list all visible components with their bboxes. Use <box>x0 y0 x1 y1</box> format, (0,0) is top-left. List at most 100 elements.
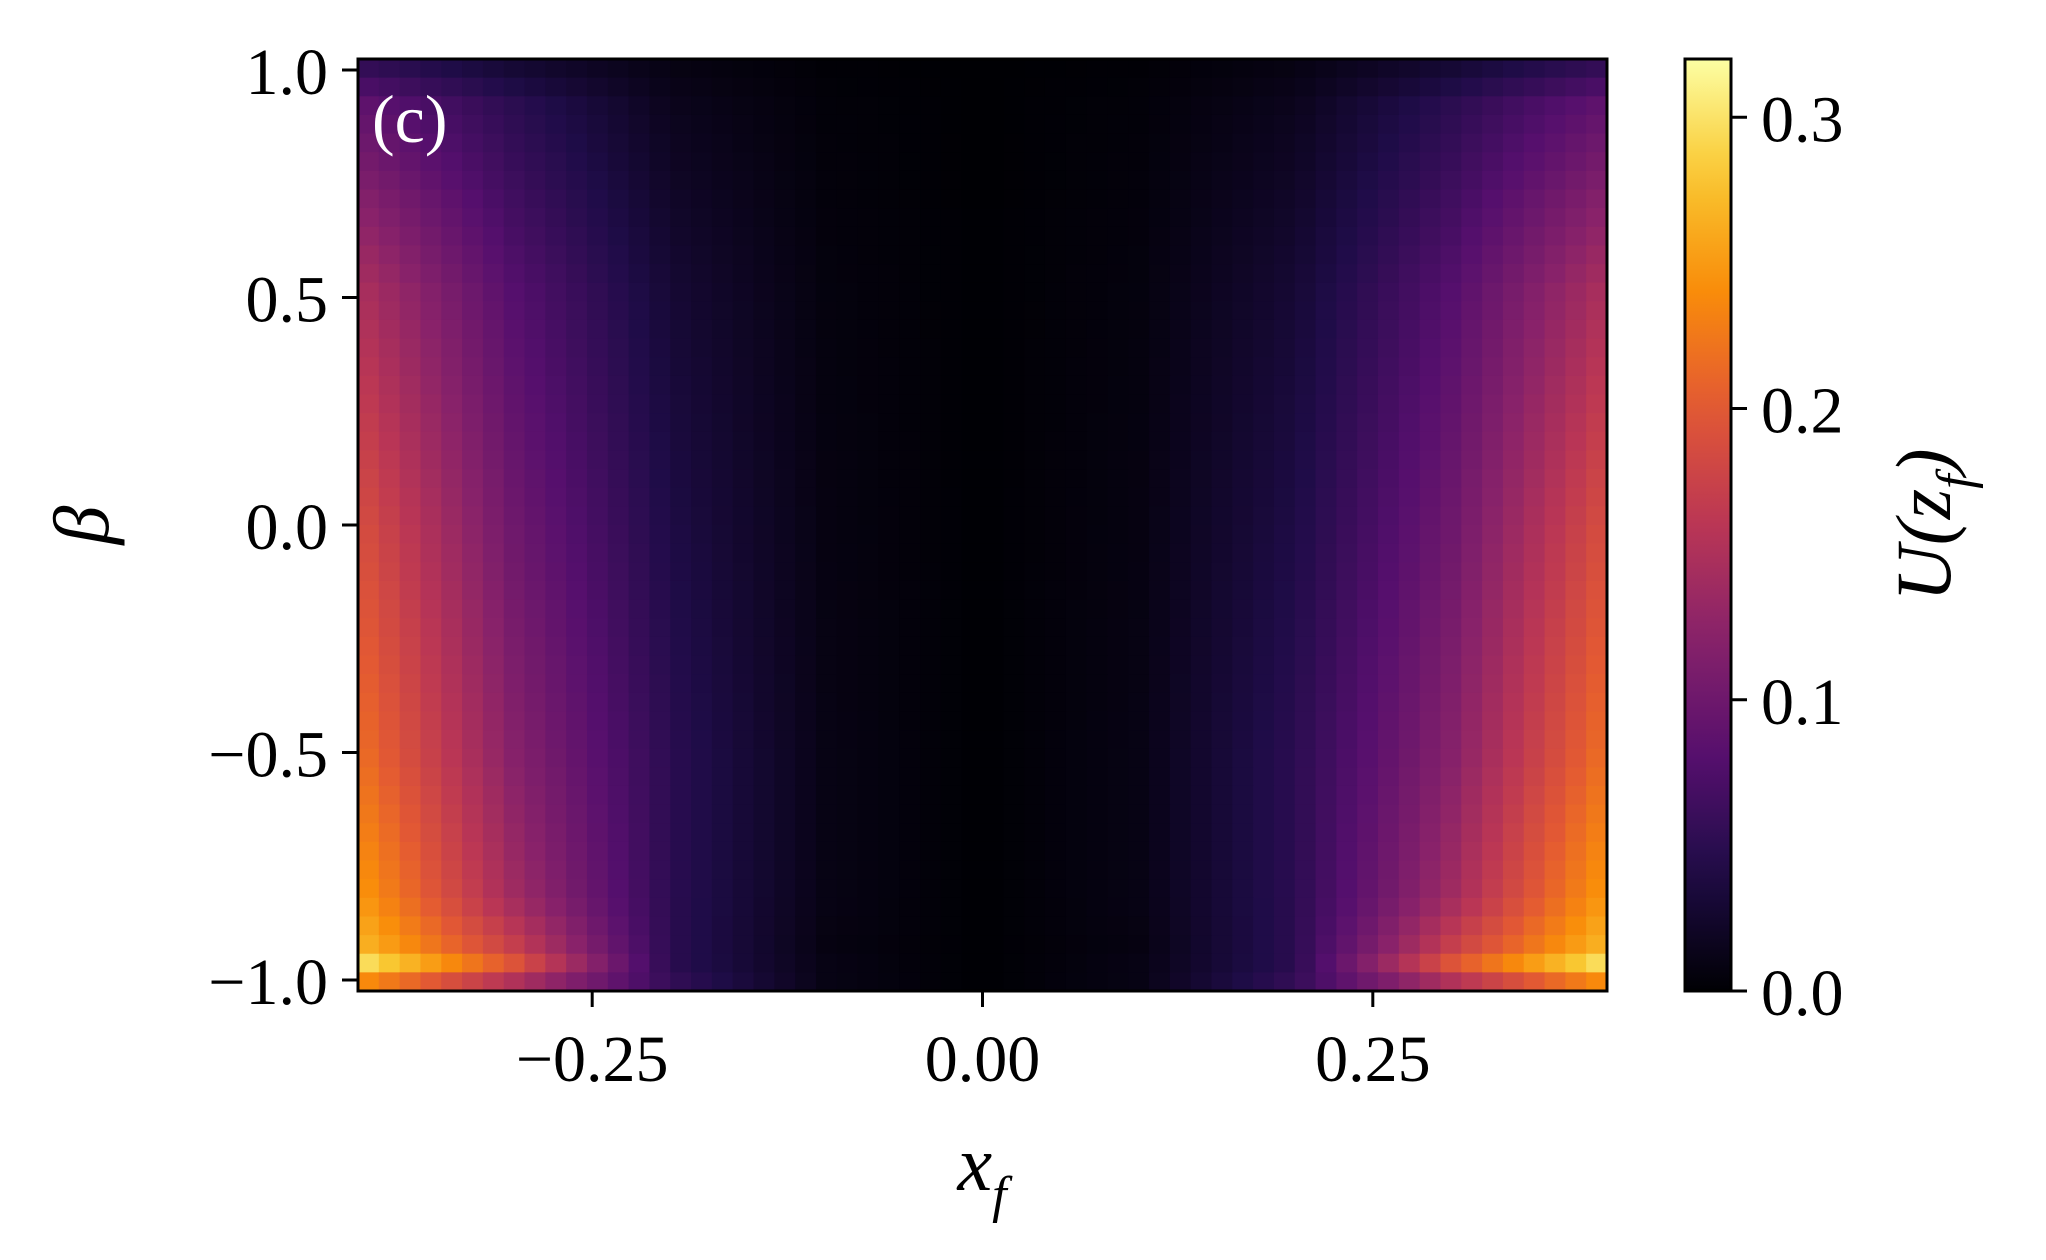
heatmap-cell <box>1190 487 1213 507</box>
heatmap-cell <box>1440 525 1462 545</box>
heatmap-cell <box>732 730 755 750</box>
heatmap-cell <box>420 487 442 507</box>
heatmap-cell <box>607 525 630 545</box>
heatmap-cell <box>1065 860 1088 880</box>
heatmap-cell <box>1232 692 1254 712</box>
heatmap-cell <box>1294 96 1317 116</box>
heatmap-cell <box>1232 226 1254 246</box>
heatmap-cell <box>1149 580 1171 601</box>
heatmap-cell <box>815 916 838 936</box>
heatmap-cell <box>753 599 775 619</box>
heatmap-cell <box>961 77 984 97</box>
heatmap-cell <box>899 785 921 806</box>
heatmap-cell <box>691 506 713 526</box>
heatmap-cell <box>1149 655 1171 675</box>
heatmap-cell <box>545 487 567 507</box>
heatmap-cell <box>1003 525 1025 545</box>
heatmap-cell <box>441 450 463 470</box>
heatmap-cell <box>1378 357 1400 377</box>
heatmap-cell <box>566 897 588 918</box>
heatmap-cell <box>566 636 588 657</box>
heatmap-cell <box>503 357 526 377</box>
heatmap-cell <box>815 562 838 582</box>
heatmap-cell <box>1190 860 1213 880</box>
heatmap-cell <box>441 841 463 862</box>
heatmap-cell <box>940 301 963 321</box>
heatmap-cell <box>1523 580 1546 601</box>
heatmap-cell <box>795 394 817 414</box>
heatmap-cell <box>1419 674 1442 694</box>
heatmap-cell <box>1253 189 1275 209</box>
heatmap-cell <box>482 245 505 265</box>
heatmap-cell <box>378 767 401 787</box>
heatmap-cell <box>795 506 817 526</box>
heatmap-cell <box>524 282 546 302</box>
heatmap-cell <box>1419 580 1442 601</box>
heatmap-cell <box>899 543 921 563</box>
heatmap-cell <box>795 711 817 731</box>
heatmap-cell <box>1482 841 1504 862</box>
heatmap-cell <box>482 674 505 694</box>
heatmap-cell <box>1398 525 1421 545</box>
heatmap-cell <box>753 431 775 452</box>
heatmap-cell <box>670 897 692 918</box>
heatmap-cell <box>940 879 963 899</box>
heatmap-cell <box>628 487 651 507</box>
heatmap-cell <box>670 748 692 768</box>
heatmap-cell <box>1565 152 1587 172</box>
heatmap-cell <box>1232 506 1254 526</box>
heatmap-cell <box>1169 469 1192 489</box>
heatmap-cell <box>1544 730 1566 750</box>
heatmap-cell <box>607 841 630 862</box>
heatmap-cell <box>1169 674 1192 694</box>
heatmap-cell <box>1586 879 1608 899</box>
heatmap-cell <box>1253 767 1275 787</box>
heatmap-cell <box>378 189 401 209</box>
colorbar-tick-label: 0.2 <box>1761 375 1844 448</box>
heatmap-cell <box>1482 730 1504 750</box>
heatmap-cell <box>1565 730 1587 750</box>
heatmap-cell <box>1544 525 1566 545</box>
heatmap-cell <box>503 841 526 862</box>
heatmap-cell <box>982 319 1004 340</box>
heatmap-cell <box>670 636 692 657</box>
heatmap-cell <box>420 580 442 601</box>
heatmap-cell <box>899 282 921 302</box>
heatmap-cell <box>836 487 859 507</box>
heatmap-cell <box>1086 692 1108 712</box>
heatmap-cell <box>1253 804 1275 824</box>
heatmap-cell <box>1586 841 1608 862</box>
heatmap-cell <box>1273 636 1296 657</box>
heatmap-cell <box>1336 916 1358 936</box>
x-axis-label-main: x <box>956 1120 992 1207</box>
heatmap-cell <box>1461 245 1483 265</box>
heatmap-cell <box>1065 935 1088 955</box>
heatmap-cell <box>1128 375 1150 396</box>
heatmap-cell <box>1398 823 1421 843</box>
heatmap-cell <box>1253 152 1275 172</box>
heatmap-cell <box>1211 897 1233 918</box>
heatmap-cell <box>1211 711 1233 731</box>
heatmap-cell <box>753 394 775 414</box>
heatmap-cell <box>878 450 900 470</box>
heatmap-cell <box>524 301 546 321</box>
heatmap-cell <box>920 170 942 191</box>
heatmap-cell <box>1044 301 1067 321</box>
heatmap-cell <box>378 897 401 918</box>
heatmap-cell <box>961 338 984 358</box>
heatmap-cell <box>1502 618 1525 638</box>
heatmap-cell <box>1440 208 1462 228</box>
heatmap-cell <box>1211 525 1233 545</box>
heatmap-cell <box>503 785 526 806</box>
heatmap-cell <box>628 301 651 321</box>
heatmap-cell <box>1190 338 1213 358</box>
heatmap-cell <box>441 655 463 675</box>
heatmap-cell <box>711 767 734 787</box>
heatmap-cell <box>899 96 921 116</box>
heatmap-cell <box>1544 655 1566 675</box>
heatmap-cell <box>524 711 546 731</box>
heatmap-cell <box>732 655 755 675</box>
heatmap-cell <box>1149 133 1171 153</box>
heatmap-cell <box>1024 413 1046 433</box>
